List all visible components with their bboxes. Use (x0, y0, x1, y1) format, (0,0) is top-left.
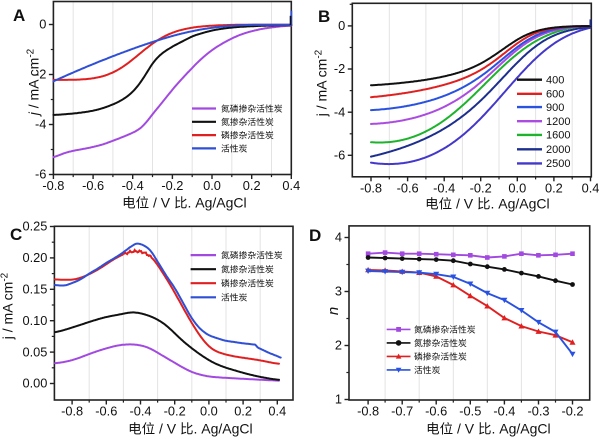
svg-text:. Ag/AgCl: . Ag/AgCl (491, 196, 550, 212)
svg-text:C: C (10, 225, 22, 244)
svg-text:-0.8: -0.8 (360, 180, 382, 195)
svg-text:-0.5: -0.5 (459, 404, 481, 419)
svg-text:900: 900 (546, 102, 564, 114)
svg-text:-0.4: -0.4 (129, 404, 151, 419)
svg-text:3: 3 (335, 284, 342, 299)
svg-text:-0.6: -0.6 (425, 404, 447, 419)
svg-text:0.2: 0.2 (243, 178, 261, 193)
svg-text:-0.3: -0.3 (527, 404, 549, 419)
svg-text:1: 1 (335, 392, 342, 407)
svg-text:-2: -2 (334, 61, 345, 76)
svg-text:0: 0 (338, 18, 345, 33)
svg-text:-0.8: -0.8 (61, 404, 83, 419)
svg-text:-0.2: -0.2 (561, 404, 583, 419)
svg-text:-6: -6 (35, 167, 46, 182)
svg-text:1200: 1200 (546, 116, 570, 128)
svg-text:-0.2: -0.2 (164, 404, 186, 419)
svg-text:. Ag/AgCl: . Ag/AgCl (492, 421, 551, 437)
svg-text:-2: -2 (35, 67, 46, 82)
svg-text:0: 0 (39, 17, 46, 32)
svg-text:-4: -4 (334, 104, 345, 119)
svg-text:0.4: 0.4 (282, 178, 300, 193)
svg-text:-0.8: -0.8 (42, 178, 64, 193)
svg-text:0.05: 0.05 (22, 344, 47, 359)
svg-text:/ V: / V (149, 195, 174, 211)
svg-text:0.0: 0.0 (508, 180, 526, 195)
svg-text:-0.6: -0.6 (95, 404, 117, 419)
svg-text:600: 600 (546, 89, 564, 101)
svg-text:0.10: 0.10 (22, 313, 47, 328)
svg-text:/ V: / V (452, 196, 477, 212)
svg-text:0.2: 0.2 (545, 180, 563, 195)
svg-text:0.0: 0.0 (203, 178, 221, 193)
svg-text:A: A (13, 6, 25, 25)
svg-text:/ V: / V (453, 421, 478, 437)
svg-text:0.0: 0.0 (200, 404, 218, 419)
svg-text:1600: 1600 (546, 130, 570, 142)
svg-text:-0.7: -0.7 (391, 404, 413, 419)
svg-text:-0.2: -0.2 (161, 178, 183, 193)
svg-text:0.20: 0.20 (22, 250, 47, 265)
svg-text:4: 4 (335, 230, 342, 245)
svg-text:-4: -4 (35, 117, 46, 132)
svg-text:j / mA cm-2: j / mA cm-2 (314, 49, 330, 117)
svg-text:-0.6: -0.6 (397, 180, 419, 195)
svg-text:-6: -6 (334, 148, 345, 163)
svg-text:/ V: / V (155, 421, 180, 437)
svg-text:. Ag/AgCl: . Ag/AgCl (188, 195, 247, 211)
svg-text:2500: 2500 (546, 158, 570, 170)
svg-text:n: n (325, 307, 342, 315)
svg-text:D: D (309, 226, 321, 245)
svg-text:0.15: 0.15 (22, 282, 47, 297)
svg-text:. Ag/AgCl: . Ag/AgCl (194, 421, 253, 437)
svg-text:-0.2: -0.2 (470, 180, 492, 195)
svg-text:0.4: 0.4 (268, 404, 286, 419)
svg-text:j / mA cm-2: j / mA cm-2 (0, 272, 16, 340)
svg-text:2: 2 (335, 338, 342, 353)
svg-text:B: B (318, 7, 330, 26)
svg-text:-0.4: -0.4 (122, 178, 144, 193)
svg-text:-0.4: -0.4 (433, 180, 455, 195)
svg-text:400: 400 (546, 75, 564, 87)
svg-text:0.4: 0.4 (582, 180, 600, 195)
svg-text:0.2: 0.2 (234, 404, 252, 419)
svg-text:-0.4: -0.4 (493, 404, 515, 419)
svg-text:-0.6: -0.6 (82, 178, 104, 193)
svg-text:j / mA cm-2: j / mA cm-2 (26, 48, 42, 117)
svg-text:2000: 2000 (546, 144, 570, 156)
svg-text:-0.8: -0.8 (357, 404, 379, 419)
svg-text:0.25: 0.25 (22, 219, 47, 234)
svg-text:0.00: 0.00 (22, 376, 47, 391)
